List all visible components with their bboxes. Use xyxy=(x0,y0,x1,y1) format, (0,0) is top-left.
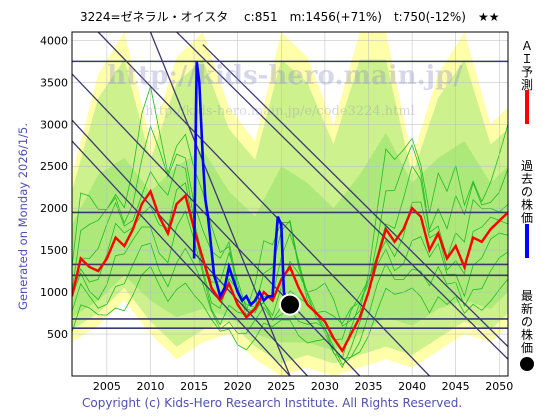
trend-line xyxy=(149,32,291,376)
watermark-text: http://kids-hero.main.jp/ xyxy=(107,61,463,91)
legend-label-char: 予 xyxy=(521,65,533,79)
trend-line xyxy=(72,140,291,376)
legend-label-char: 価 xyxy=(521,341,533,355)
simulation-line xyxy=(72,163,508,341)
legend-label-char: 測 xyxy=(521,78,533,92)
simulation-line xyxy=(72,209,508,369)
y-tick-label: 1000 xyxy=(40,286,68,299)
legend-label-char: 去 xyxy=(521,172,533,186)
trend-line xyxy=(72,119,308,376)
x-tick-label: 2025 xyxy=(267,380,295,393)
trend-line xyxy=(176,32,508,360)
legend-dot-swatch xyxy=(520,357,534,371)
axes: 2005 2010 2015 2020 2025 2030 2035 2040 2045 2050… xyxy=(40,34,513,393)
legend-label-char: Ａ xyxy=(521,39,533,53)
trend-line xyxy=(202,44,508,348)
ai-forecast-line xyxy=(72,188,508,354)
legend-label-char: 価 xyxy=(521,211,533,225)
y-tick-label: 1500 xyxy=(40,244,68,257)
x-tick-label: 2010 xyxy=(136,380,164,393)
y-tick-label: 2500 xyxy=(40,160,68,173)
chart-title: 3224=ゼネラル・オイスタ c:851 m:1456(+71%) t:750(… xyxy=(80,10,500,24)
legend-label-char: 新 xyxy=(521,301,533,316)
x-tick-label: 2005 xyxy=(93,380,121,393)
trend-line xyxy=(72,73,361,376)
x-tick-label: 2040 xyxy=(398,380,426,393)
watermark-subtext: http://kids-hero.main.jp/e/code3224.html xyxy=(145,104,415,119)
x-tick-label: 2020 xyxy=(224,380,252,393)
x-tick-label: 2015 xyxy=(180,380,208,393)
y-tick-label: 3500 xyxy=(40,76,68,89)
inner-green-band xyxy=(72,132,508,351)
y-tick-label: 2000 xyxy=(40,202,68,215)
legend-label-char: 過 xyxy=(521,159,533,173)
x-tick-label: 2035 xyxy=(354,380,382,393)
x-tick-label: 2050 xyxy=(485,380,513,393)
legend-label-char: 株 xyxy=(521,197,533,212)
y-tick-label: 4000 xyxy=(40,34,68,47)
x-tick-label: 2030 xyxy=(311,380,339,393)
simulation-line xyxy=(72,124,508,325)
legend-label-char: の xyxy=(521,315,533,329)
legend-label-char: 最 xyxy=(521,289,533,303)
x-tick-label: 2045 xyxy=(442,380,470,393)
y-tick-label: 3000 xyxy=(40,118,68,131)
past-price-line xyxy=(192,61,291,307)
legend-label-char: 株 xyxy=(521,327,533,342)
legend-label-char: の xyxy=(521,185,533,199)
y-tick-label: 500 xyxy=(47,328,68,341)
plot-frame xyxy=(71,31,509,377)
simulation-line xyxy=(72,265,508,360)
legend-label-char: Ｉ xyxy=(521,52,533,66)
latest-price-marker xyxy=(279,293,301,316)
trend-line xyxy=(97,32,430,376)
copyright-text: Copyright (c) Kids-Hero Research Institu… xyxy=(82,396,463,410)
simulation-line xyxy=(72,84,508,327)
plot-area: http://kids-hero.main.jp/http://kids-her… xyxy=(72,32,508,376)
